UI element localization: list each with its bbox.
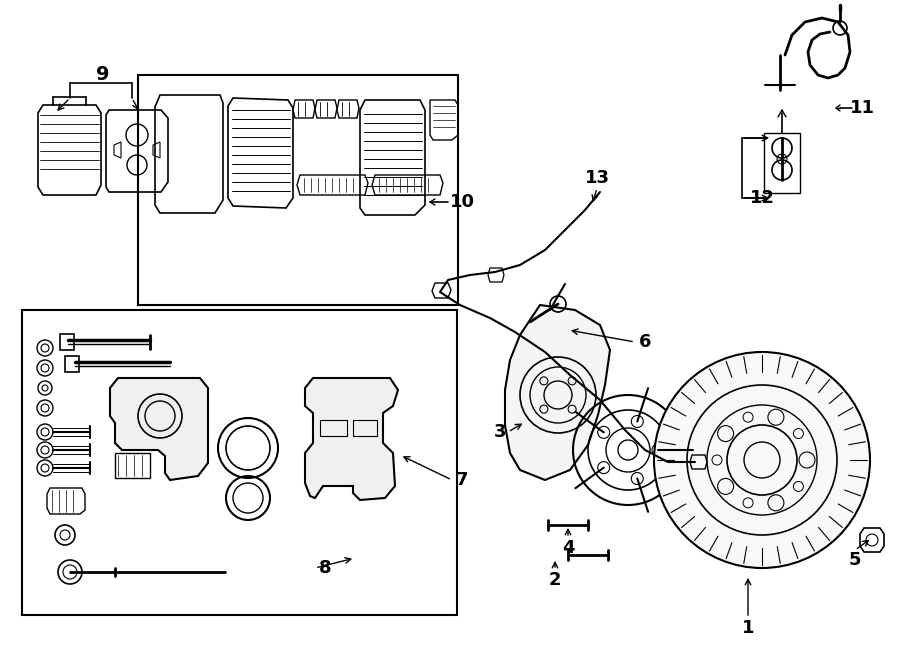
Text: 9: 9 <box>96 65 110 85</box>
Text: 7: 7 <box>455 471 468 489</box>
Text: 1: 1 <box>742 619 754 637</box>
Text: 5: 5 <box>849 551 861 569</box>
Text: 8: 8 <box>319 559 331 577</box>
Text: 12: 12 <box>750 189 775 207</box>
Text: 4: 4 <box>562 539 574 557</box>
Text: 13: 13 <box>584 169 609 187</box>
Text: 6: 6 <box>639 333 652 351</box>
Text: 3: 3 <box>494 423 506 441</box>
Text: 2: 2 <box>549 571 562 589</box>
Bar <box>764 133 800 193</box>
Text: 10: 10 <box>449 193 474 211</box>
Polygon shape <box>305 378 398 500</box>
Bar <box>138 75 458 305</box>
Bar <box>22 310 457 615</box>
Text: 11: 11 <box>850 99 875 117</box>
Polygon shape <box>110 378 208 480</box>
Polygon shape <box>505 305 610 480</box>
Circle shape <box>654 352 870 568</box>
